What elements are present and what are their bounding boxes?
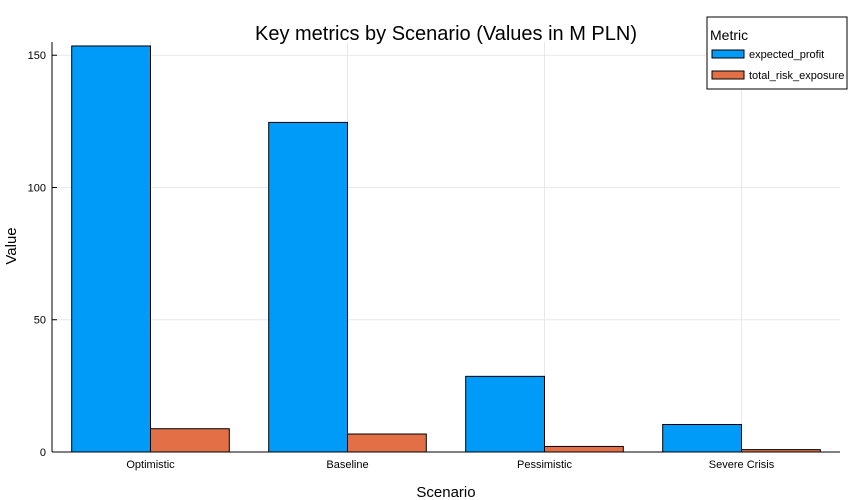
- axes: 0 50 100 150 Optimistic Baseline Pessimistic Se…: [28, 42, 840, 471]
- legend: Metric expected_profit total_risk_exposur…: [706, 16, 848, 90]
- legend-swatch-total_risk_exposure: [711, 70, 745, 80]
- chart-title: Key metrics by Scenario (Values in M PLN…: [255, 23, 637, 45]
- x-tick-label: Baseline: [326, 459, 368, 471]
- bar-expected_profit-pessimistic: [465, 375, 546, 453]
- x-axis-title: Scenario: [416, 484, 475, 500]
- bar-total_risk_exposure-optimistic: [150, 428, 230, 453]
- legend-label-expected_profit: expected_profit: [749, 49, 824, 61]
- bar-expected_profit-severe-crisis: [662, 423, 743, 453]
- bars: [71, 45, 821, 453]
- bar-total_risk_exposure-baseline: [347, 433, 427, 453]
- legend-swatch-expected_profit: [711, 49, 745, 59]
- bar-expected_profit-baseline: [268, 121, 349, 453]
- legend-label-total_risk_exposure: total_risk_exposure: [749, 70, 844, 82]
- x-tick-label: Pessimistic: [517, 459, 573, 471]
- x-tick-label: Optimistic: [126, 459, 175, 471]
- y-tick-label: 50: [34, 315, 46, 327]
- legend-title: Metric: [710, 27, 748, 43]
- y-tick-label: 150: [28, 50, 46, 62]
- bar-expected_profit-optimistic: [71, 45, 151, 453]
- y-tick-label: 0: [40, 447, 46, 459]
- bar-total_risk_exposure-pessimistic: [544, 445, 624, 453]
- y-axis-title: Value: [3, 227, 20, 264]
- y-tick-label: 100: [28, 182, 46, 194]
- x-tick-label: Severe Crisis: [709, 459, 775, 471]
